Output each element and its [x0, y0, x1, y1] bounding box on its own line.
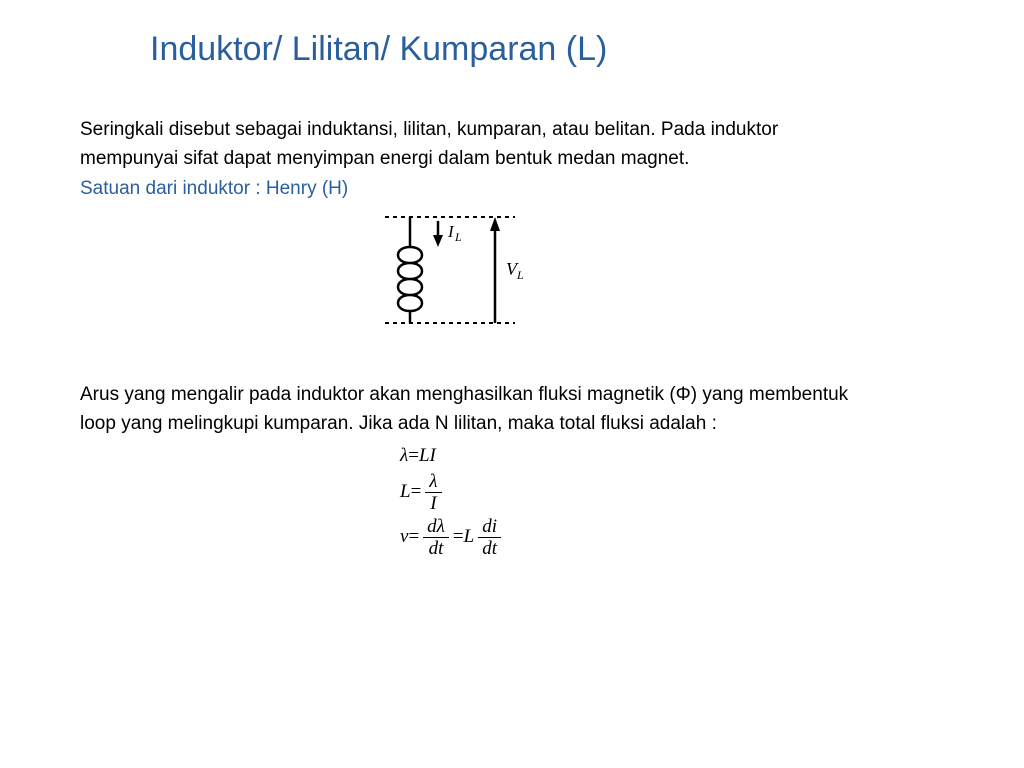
eq-L: L	[419, 445, 430, 468]
eq-2: L = λ I	[400, 472, 505, 513]
svg-text:L: L	[516, 268, 524, 282]
unit-line: Satuan dari induktor : Henry (H)	[80, 178, 348, 199]
eq-1: λ = L I	[400, 445, 505, 468]
eq-frac-di-dt: di dt	[478, 517, 501, 558]
eq-num-dlambda: dλ	[423, 517, 449, 538]
eq-lambda: λ	[400, 445, 408, 468]
equations: λ = L I L = λ I v = dλ dt = L di dt	[400, 445, 505, 562]
eq-frac-lambda-I: λ I	[425, 472, 441, 513]
paragraph-2: Arus yang mengalir pada induktor akan me…	[80, 380, 960, 439]
eq-L2: L	[400, 481, 411, 504]
eq-equals: =	[408, 445, 419, 468]
para2-line1: Arus yang mengalir pada induktor akan me…	[80, 384, 848, 405]
paragraph-1: Seringkali disebut sebagai induktansi, l…	[80, 115, 940, 203]
para2-line2: loop yang melingkupi kumparan. Jika ada …	[80, 413, 717, 434]
eq-equals4: =	[453, 526, 464, 549]
eq-equals2: =	[411, 481, 422, 504]
eq-den-dt2: dt	[478, 538, 501, 558]
inductor-diagram: I L V L	[370, 205, 570, 335]
eq-I: I	[430, 445, 436, 468]
para1-line1: Seringkali disebut sebagai induktansi, l…	[80, 119, 778, 140]
svg-text:I: I	[447, 222, 455, 241]
eq-frac-dlambda-dt: dλ dt	[423, 517, 449, 558]
para1-line2: mempunyai sifat dapat menyimpan energi d…	[80, 148, 689, 169]
eq-den-dt: dt	[425, 538, 448, 558]
eq-num-di: di	[478, 517, 501, 538]
eq-equals3: =	[408, 526, 419, 549]
eq-v: v	[400, 526, 408, 549]
page-title: Induktor/ Lilitan/ Kumparan (L)	[150, 30, 607, 69]
eq-num-lambda: λ	[425, 472, 441, 493]
eq-3: v = dλ dt = L di dt	[400, 517, 505, 558]
svg-text:L: L	[454, 230, 462, 244]
eq-den-I: I	[426, 493, 440, 513]
eq-L3: L	[464, 526, 475, 549]
